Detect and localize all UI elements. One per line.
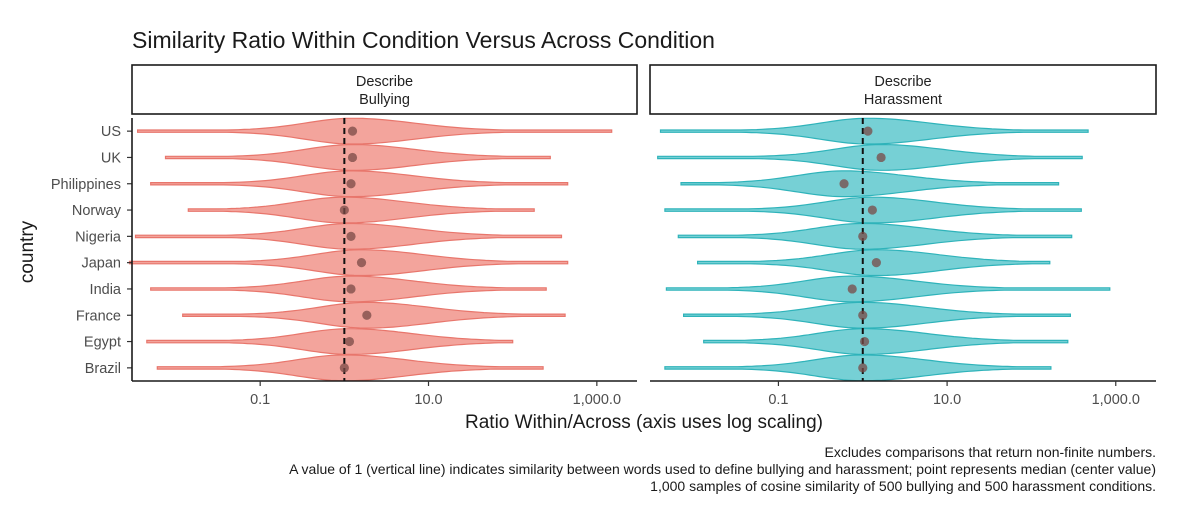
violin-harassment-egypt — [703, 328, 1069, 355]
y-tick-label-india: India — [90, 282, 122, 298]
median-point-bullying-egypt — [344, 336, 355, 347]
y-tick-label-us: US — [101, 124, 121, 140]
median-point-harassment-france — [858, 310, 868, 320]
median-point-harassment-philippines — [839, 179, 849, 189]
violin-bullying-norway — [187, 196, 535, 224]
violin-bullying-brazil — [156, 354, 544, 382]
median-point-bullying-philippines — [346, 179, 356, 189]
x-tick-label-harassment-1: 10.0 — [933, 392, 961, 408]
strip-label-harassment-line1: Describe — [874, 74, 931, 90]
y-tick-label-nigeria: Nigeria — [75, 229, 122, 245]
median-point-harassment-norway — [867, 205, 877, 215]
violin-harassment-us — [659, 117, 1089, 145]
panel-strip-bullying: Describe Bullying — [131, 64, 638, 115]
y-axis-title: country — [17, 220, 38, 283]
violin-harassment-nigeria — [677, 222, 1073, 250]
y-tick-label-japan: Japan — [81, 256, 121, 272]
y-tick-label-uk: UK — [101, 150, 121, 166]
median-point-bullying-nigeria — [346, 231, 356, 241]
median-point-harassment-egypt — [859, 336, 870, 347]
violin-harassment-uk — [657, 144, 1083, 171]
violin-bullying-japan — [128, 249, 569, 277]
median-point-bullying-uk — [347, 152, 358, 163]
violin-bullying-philippines — [150, 170, 569, 198]
y-tick-label-egypt: Egypt — [84, 335, 121, 351]
median-point-harassment-us — [863, 126, 873, 136]
violin-harassment-brazil — [664, 354, 1052, 382]
violin-harassment-france — [683, 301, 1071, 329]
caption-line-2: A value of 1 (vertical line) indicates s… — [289, 461, 1156, 477]
violin-bullying-uk — [164, 144, 551, 171]
median-point-harassment-india — [847, 284, 857, 294]
x-tick-label-harassment-0: 0.1 — [768, 392, 788, 408]
chart-title: Similarity Ratio Within Condition Versus… — [132, 27, 715, 53]
x-axis-ticks: 0.1 10.0 1,000.0 0.1 10.0 1,000.0 — [250, 381, 1140, 408]
strip-label-bullying-line1: Describe — [356, 74, 413, 90]
median-point-harassment-nigeria — [858, 231, 868, 241]
median-point-bullying-norway — [339, 205, 349, 215]
median-point-harassment-japan — [871, 258, 881, 268]
panel-bullying — [128, 117, 613, 382]
violin-bullying-egypt — [146, 328, 514, 355]
y-tick-label-norway: Norway — [72, 203, 122, 219]
violin-harassment-india — [665, 275, 1111, 303]
y-tick-label-brazil: Brazil — [85, 361, 121, 377]
median-point-bullying-brazil — [339, 363, 349, 373]
median-point-harassment-brazil — [858, 363, 868, 373]
caption-line-3: 1,000 samples of cosine similarity of 50… — [650, 478, 1156, 494]
median-point-bullying-us — [347, 126, 358, 136]
panel-harassment — [657, 117, 1111, 382]
caption-line-1: Excludes comparisons that return non-fin… — [825, 444, 1157, 460]
median-point-harassment-uk — [876, 152, 886, 163]
violin-bullying-france — [182, 301, 566, 329]
panel-strip-harassment: Describe Harassment — [649, 64, 1157, 115]
median-point-bullying-japan — [356, 258, 367, 268]
median-point-bullying-india — [346, 284, 356, 294]
y-axis-labels: US UK Philippines Norway Nigeria Japan India Fr… — [51, 124, 132, 377]
y-tick-label-philippines: Philippines — [51, 177, 121, 193]
x-tick-label-bullying-1: 10.0 — [414, 392, 442, 408]
violin-harassment-philippines — [680, 170, 1060, 198]
x-tick-label-harassment-2: 1,000.0 — [1092, 392, 1140, 408]
x-tick-label-bullying-0: 0.1 — [250, 392, 270, 408]
x-tick-label-bullying-2: 1,000.0 — [573, 392, 621, 408]
strip-label-harassment-line2: Harassment — [864, 92, 942, 108]
strip-label-bullying-line2: Bullying — [359, 92, 410, 108]
median-point-bullying-france — [362, 310, 372, 320]
violin-bullying-us — [137, 117, 613, 145]
x-axis-title: Ratio Within/Across (axis uses log scali… — [465, 412, 823, 433]
y-tick-label-france: France — [76, 308, 121, 324]
